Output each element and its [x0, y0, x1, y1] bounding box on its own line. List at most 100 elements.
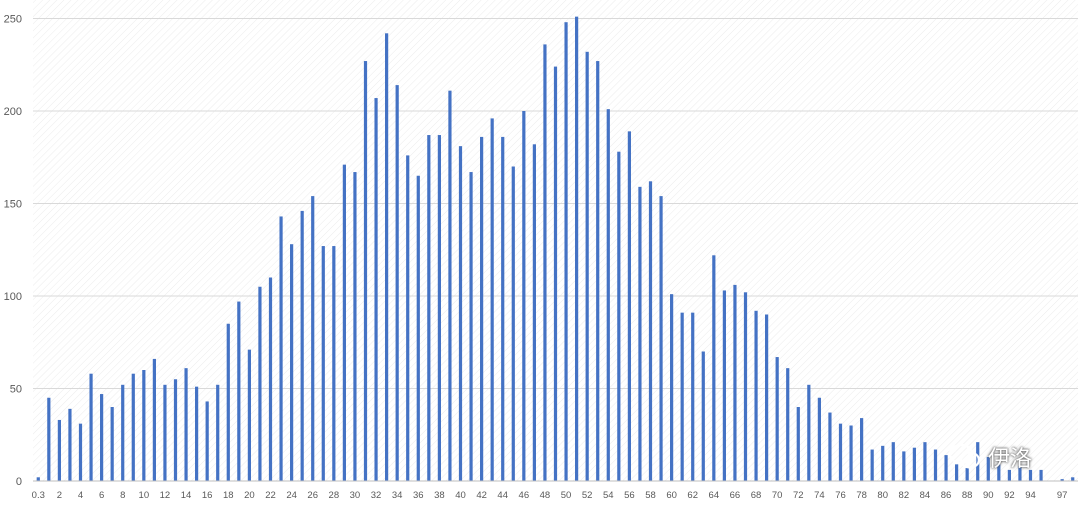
bar-58	[648, 181, 653, 482]
x-tick-label: 40	[455, 490, 466, 501]
x-tick-label: 20	[244, 490, 255, 501]
bar-79	[870, 449, 874, 481]
bar-87	[955, 464, 959, 481]
x-tick-label: 58	[645, 490, 656, 501]
x-tick-label: 56	[624, 490, 635, 501]
bar-18	[226, 323, 230, 481]
x-tick-label: 10	[139, 490, 150, 501]
bar-47	[532, 144, 536, 482]
bar-93	[1018, 466, 1022, 481]
bar-85	[933, 449, 938, 481]
bar-56	[627, 131, 631, 481]
bar-48	[543, 44, 547, 482]
x-tick-label: 50	[561, 490, 572, 501]
y-tick-label: 150	[4, 199, 22, 211]
x-tick-label: 14	[181, 490, 192, 501]
x-tick-label: 6	[99, 490, 104, 501]
bar-97	[1060, 479, 1064, 481]
bar-30	[353, 172, 357, 482]
bar-75	[828, 412, 832, 481]
bar-1	[47, 397, 51, 481]
bar-6	[100, 394, 104, 481]
bar-81	[891, 442, 895, 481]
bar-0.3	[36, 477, 40, 481]
bar-39	[448, 90, 452, 482]
x-tick-label: 97	[1057, 490, 1068, 501]
bar-41	[469, 172, 473, 482]
bar-27	[321, 246, 325, 481]
bar-46	[522, 111, 526, 481]
bar-78	[860, 418, 864, 481]
bar-17	[216, 384, 220, 481]
bar-90	[986, 456, 990, 481]
bar-5	[89, 373, 93, 481]
bar-98	[1071, 477, 1075, 481]
bar-62	[691, 312, 695, 481]
x-tick-label: 60	[666, 490, 677, 501]
x-tick-label: 8	[120, 490, 125, 501]
bar-50	[564, 22, 568, 481]
bar-73	[807, 384, 811, 481]
bar-91	[997, 464, 1001, 481]
bar-19	[237, 301, 241, 481]
bar-84	[923, 442, 927, 481]
bar-49	[553, 66, 558, 481]
x-tick-label: 86	[941, 490, 952, 501]
x-tick-label: 24	[286, 490, 297, 501]
x-tick-label: 28	[329, 490, 340, 501]
bar-22	[268, 277, 273, 481]
x-tick-label: 22	[265, 490, 276, 501]
bar-25	[300, 210, 304, 481]
bar-34	[395, 85, 399, 481]
x-tick-label: 92	[1004, 490, 1015, 501]
x-tick-label: 64	[709, 490, 720, 501]
bar-35	[406, 155, 410, 481]
bar-36	[416, 175, 420, 481]
bar-74	[817, 397, 821, 481]
y-tick-label: 50	[10, 384, 22, 396]
bar-60	[670, 294, 674, 481]
bar-51	[575, 16, 579, 482]
bar-4	[78, 423, 83, 481]
x-tick-label: 74	[814, 490, 825, 501]
bar-21	[258, 286, 262, 481]
bar-40	[458, 146, 463, 481]
x-tick-label: 18	[223, 490, 234, 501]
bar-57	[638, 186, 642, 481]
bar-65	[722, 290, 726, 481]
bar-13	[173, 379, 178, 481]
bar-44	[501, 136, 505, 481]
bar-2	[57, 419, 61, 481]
bar-12	[163, 384, 167, 481]
bar-63	[701, 351, 705, 481]
bar-23	[279, 216, 283, 481]
bar-72	[796, 407, 800, 481]
bar-32	[374, 98, 378, 482]
x-tick-label: 32	[371, 490, 382, 501]
bar-24	[290, 244, 294, 481]
x-tick-label: 84	[920, 490, 931, 501]
bar-33	[385, 33, 389, 482]
x-tick-label: 0.3	[32, 490, 45, 501]
bar-88	[965, 468, 969, 481]
bar-38	[437, 135, 441, 482]
x-tick-label: 88	[962, 490, 973, 501]
x-tick-label: 82	[899, 490, 910, 501]
bar-92	[1007, 469, 1011, 481]
x-tick-label: 94	[1025, 490, 1036, 501]
bar-37	[427, 135, 431, 482]
y-tick-label: 200	[4, 106, 22, 118]
y-tick-label: 100	[4, 291, 22, 303]
x-tick-label: 42	[476, 490, 487, 501]
bar-76	[838, 423, 843, 481]
bar-94	[1028, 469, 1033, 481]
y-tick-label: 0	[16, 476, 22, 488]
x-tick-label: 62	[687, 490, 698, 501]
x-tick-label: 30	[350, 490, 361, 501]
x-tick-label: 72	[793, 490, 804, 501]
x-tick-label: 44	[497, 490, 508, 501]
bar-15	[195, 386, 199, 481]
x-tick-label: 46	[519, 490, 530, 501]
bar-86	[944, 455, 948, 481]
